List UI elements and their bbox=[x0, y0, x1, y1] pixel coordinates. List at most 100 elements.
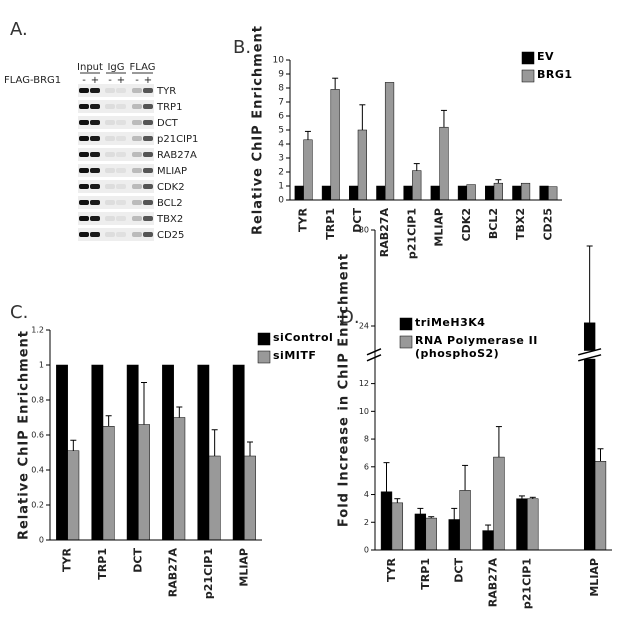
gel-band bbox=[132, 136, 142, 141]
gel-band bbox=[90, 88, 100, 93]
y-tick-label: 12 bbox=[359, 379, 369, 388]
y-tick-label: 30 bbox=[359, 226, 369, 235]
bar bbox=[56, 364, 68, 541]
bar bbox=[493, 182, 503, 201]
bar bbox=[384, 82, 395, 201]
gel-band bbox=[143, 152, 153, 157]
y-tick-label: 10 bbox=[359, 407, 369, 416]
error-bar bbox=[105, 415, 112, 427]
axis-break-mark bbox=[366, 348, 382, 356]
x-tick-label: CD25 bbox=[541, 208, 554, 241]
bar bbox=[376, 185, 386, 201]
gel-band bbox=[132, 184, 142, 189]
bar bbox=[457, 185, 468, 201]
y-tick-label: 2 bbox=[278, 168, 284, 178]
gel-band bbox=[132, 232, 142, 237]
y-axis-title: Relative ChIP Enrichment bbox=[251, 25, 266, 235]
gel-gene-label: BCL2 bbox=[157, 198, 183, 209]
gel-gene-label: p21CIP1 bbox=[157, 134, 198, 145]
legend-swatch bbox=[521, 69, 535, 83]
y-axis-title: Relative ChIP Enrichment bbox=[17, 330, 32, 540]
gel-gene-label: TBX2 bbox=[156, 214, 183, 225]
legend-swatch bbox=[399, 335, 413, 349]
error-bar bbox=[428, 516, 435, 519]
bar bbox=[594, 461, 607, 551]
bar bbox=[357, 129, 367, 201]
x-tick-label: BCL2 bbox=[487, 208, 500, 239]
y-tick-label: 0 bbox=[278, 196, 284, 206]
error-bar bbox=[413, 163, 420, 171]
gel-band bbox=[143, 232, 153, 237]
gel-band bbox=[116, 152, 126, 157]
gel-band bbox=[90, 120, 100, 125]
panel-label: B. bbox=[233, 37, 251, 58]
bar bbox=[349, 185, 359, 201]
bar bbox=[448, 519, 460, 551]
legend-entry: triMeH3K4 bbox=[415, 316, 485, 329]
legend-entry: RNA Polymerase II (phosphoS2) bbox=[415, 334, 537, 360]
panel-label: C. bbox=[10, 302, 28, 323]
gel-band bbox=[79, 104, 89, 109]
bar bbox=[91, 364, 104, 541]
bar bbox=[244, 455, 256, 541]
x-tick-label: DCT bbox=[453, 558, 466, 583]
x-tick-label: TYR bbox=[385, 557, 398, 581]
bar bbox=[403, 185, 413, 201]
error-bar bbox=[359, 104, 366, 130]
error-bar bbox=[451, 507, 458, 520]
y-tick-label: 1.2 bbox=[31, 326, 44, 335]
x-tick-label: RAB27A bbox=[487, 558, 500, 608]
axis-break-mark bbox=[366, 354, 382, 362]
bar bbox=[138, 424, 150, 541]
x-tick-label: TYR bbox=[297, 207, 310, 231]
bar-break-mark bbox=[578, 354, 602, 362]
y-tick-label: 8 bbox=[364, 435, 369, 444]
bar bbox=[67, 450, 80, 541]
gel-band bbox=[79, 232, 89, 237]
bar bbox=[439, 126, 449, 201]
gel-band bbox=[90, 136, 100, 141]
gel-sign: - bbox=[82, 75, 86, 86]
y-tick-label: 8 bbox=[278, 84, 284, 94]
gel-band bbox=[90, 104, 100, 109]
gel-band bbox=[79, 120, 89, 125]
bar bbox=[485, 185, 495, 201]
y-tick-label: 2 bbox=[364, 518, 369, 527]
gel-band bbox=[90, 216, 100, 221]
error-bar bbox=[586, 245, 593, 323]
bar bbox=[414, 513, 427, 551]
gel-band bbox=[132, 216, 142, 221]
gel-band bbox=[79, 88, 89, 93]
error-bar bbox=[211, 429, 218, 456]
error-bar bbox=[394, 498, 401, 503]
gel-band bbox=[116, 216, 126, 221]
bar-break-mark bbox=[578, 348, 602, 356]
bar bbox=[232, 364, 245, 541]
x-tick-label: MLIAP bbox=[588, 558, 601, 597]
legend-entry: siControl bbox=[273, 331, 333, 344]
bar bbox=[466, 184, 476, 201]
gel-band bbox=[116, 184, 126, 189]
gel-sign: + bbox=[144, 75, 152, 86]
error-bar bbox=[332, 77, 339, 90]
x-tick-label: TRP1 bbox=[96, 548, 109, 580]
bar bbox=[208, 455, 221, 541]
x-tick-label: DCT bbox=[131, 548, 144, 573]
bar bbox=[430, 185, 440, 201]
gel-gene-label: DCT bbox=[157, 118, 179, 129]
legend-swatch bbox=[399, 317, 413, 331]
y-tick-label: 0.2 bbox=[31, 501, 44, 510]
y-tick-label: 10 bbox=[273, 56, 285, 66]
y-tick-label: 0 bbox=[364, 546, 369, 555]
y-tick-label: 0 bbox=[39, 536, 44, 545]
legend-swatch bbox=[257, 332, 271, 346]
y-tick-label: 0.6 bbox=[31, 431, 44, 440]
y-tick-label: 5 bbox=[278, 126, 284, 136]
gel-band bbox=[79, 216, 89, 221]
x-tick-label: p21CIP1 bbox=[520, 558, 533, 609]
y-tick-label: 1 bbox=[278, 182, 284, 192]
legend-entry: EV bbox=[537, 50, 554, 63]
y-tick-label: 7 bbox=[278, 98, 284, 108]
